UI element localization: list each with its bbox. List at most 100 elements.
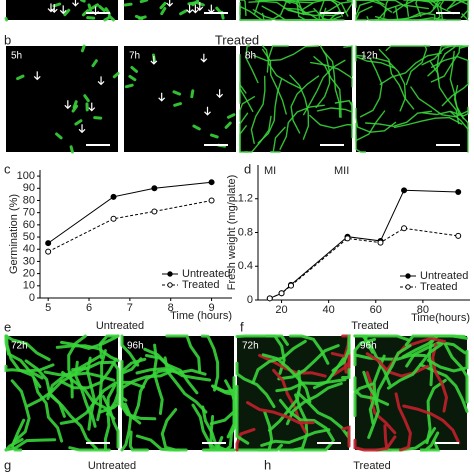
- data-point: [401, 187, 408, 194]
- filament: [261, 48, 287, 115]
- legend-label: Untreated: [420, 270, 468, 282]
- filament: [128, 430, 149, 452]
- filament: [124, 83, 134, 89]
- data-point: [344, 235, 351, 242]
- arrow: [33, 71, 41, 81]
- filament: [235, 361, 276, 409]
- arrow: [97, 76, 105, 86]
- filament: [287, 0, 339, 7]
- arrow: [72, 0, 79, 7]
- legend-marker: [167, 282, 173, 288]
- filament: [130, 66, 138, 73]
- y-tick-label: 10: [23, 280, 35, 292]
- y-tick-label: 30: [23, 255, 35, 267]
- filament: [443, 343, 469, 404]
- filament: [120, 334, 140, 367]
- micrograph: [6, 0, 118, 20]
- filament: [255, 0, 313, 4]
- arrow: [50, 4, 58, 14]
- filament: [374, 344, 412, 406]
- filament: [248, 0, 317, 15]
- y-tick-label: 0: [247, 294, 253, 306]
- x-axis-label: Time (hours): [170, 310, 232, 322]
- filament: [112, 72, 120, 79]
- data-point: [278, 290, 285, 297]
- legend-marker: [405, 273, 411, 279]
- filament: [253, 45, 319, 62]
- panel-label: g: [4, 457, 11, 472]
- filament: [431, 55, 469, 84]
- data-point: [45, 248, 52, 255]
- time-label: 5h: [11, 51, 22, 62]
- panel-label: b: [4, 32, 11, 47]
- filament: [4, 438, 57, 452]
- filament: [270, 126, 286, 153]
- y-axis-label: Fresh weight (mg/plate): [226, 175, 238, 291]
- filament: [239, 82, 247, 104]
- micrograph: [124, 46, 236, 152]
- micrograph: [6, 46, 118, 152]
- section-title: Treated: [215, 32, 259, 47]
- arrow: [158, 92, 166, 102]
- panel-label: e: [4, 319, 11, 334]
- micrograph: [124, 0, 236, 20]
- annotation: MII: [334, 165, 349, 177]
- filament: [368, 354, 386, 425]
- filament: [288, 15, 342, 21]
- data-point: [455, 232, 462, 239]
- filament: [296, 0, 327, 16]
- filament: [235, 334, 289, 346]
- filament: [405, 340, 467, 368]
- filament: [460, 0, 469, 19]
- filament: [353, 334, 374, 354]
- filament: [289, 74, 310, 140]
- filament: [381, 0, 389, 18]
- arrow: [204, 106, 211, 116]
- filament: [355, 122, 366, 153]
- data-point: [401, 225, 408, 232]
- filament: [211, 376, 236, 394]
- filament: [302, 59, 346, 116]
- filament: [179, 9, 188, 16]
- data-point: [45, 240, 52, 247]
- filament: [430, 45, 461, 83]
- filament: [239, 96, 256, 123]
- y-tick-label: 0.8: [238, 226, 253, 238]
- filament: [87, 3, 93, 13]
- y-tick-label: 50: [23, 231, 35, 243]
- filament: [4, 334, 51, 361]
- x-tick-label: 7: [127, 302, 133, 314]
- micrograph: [240, 46, 352, 152]
- filament: [55, 132, 63, 140]
- x-tick-label: 8: [168, 302, 174, 314]
- filament: [83, 94, 90, 103]
- data-point: [266, 295, 273, 302]
- filament: [346, 0, 352, 2]
- x-tick-label: 6: [86, 302, 92, 314]
- filament: [103, 384, 117, 452]
- filament: [301, 0, 336, 11]
- filament: [190, 89, 195, 99]
- filament: [63, 8, 71, 17]
- filament: [71, 104, 79, 113]
- filament: [160, 7, 167, 16]
- filament: [10, 379, 31, 443]
- filament: [426, 349, 469, 373]
- filament: [91, 59, 98, 68]
- filament: [378, 48, 415, 110]
- filament: [137, 15, 147, 20]
- filament: [165, 334, 202, 374]
- x-tick-label: 60: [370, 304, 382, 316]
- filament: [239, 0, 247, 17]
- filament: [434, 0, 458, 10]
- filament: [355, 0, 385, 6]
- filament: [405, 0, 419, 17]
- arrow: [196, 2, 204, 11]
- data-point: [151, 185, 158, 192]
- filament: [68, 446, 111, 452]
- filament: [90, 3, 99, 10]
- filament: [386, 342, 443, 390]
- arrow: [64, 100, 72, 110]
- filament: [120, 398, 157, 421]
- data-point: [377, 239, 384, 246]
